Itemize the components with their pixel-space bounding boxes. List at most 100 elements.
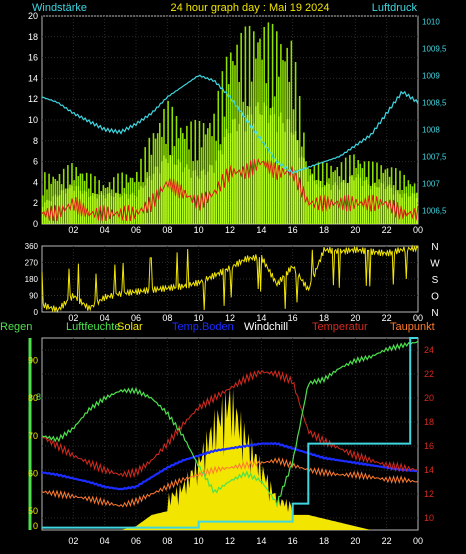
wind-xtick-20: 20	[350, 225, 360, 235]
wind-bar	[117, 193, 119, 224]
wind-bar	[296, 140, 299, 224]
wind-bar	[372, 183, 374, 224]
humidity-ytick-50: 50	[28, 506, 38, 516]
wind-bar	[179, 162, 182, 224]
wind-bar	[108, 193, 111, 224]
direction-ytick-360: 360	[25, 242, 39, 251]
wind-bar	[56, 196, 59, 224]
wind-bar	[236, 131, 238, 224]
wind-bar	[60, 190, 63, 224]
temperature-ytick-10: 10	[424, 513, 434, 523]
wind-bar	[169, 155, 171, 224]
solar-area	[42, 388, 418, 530]
temperature-ytick-16: 16	[424, 441, 434, 451]
wind-bar	[129, 194, 132, 224]
wind-bar	[284, 131, 286, 224]
wind-bar	[253, 123, 255, 224]
wind-bar	[52, 196, 54, 224]
wind-xtick-18: 18	[319, 225, 329, 235]
wind-bar	[207, 171, 209, 224]
gust-bar	[144, 147, 146, 224]
wind-bar	[138, 189, 140, 224]
wind-bar	[403, 193, 405, 224]
climate-xtick-08: 08	[162, 536, 172, 546]
gust-bar	[48, 173, 50, 224]
gust-bar	[290, 40, 293, 225]
wind-bar	[77, 186, 80, 224]
wind-ytick-20: 20	[28, 11, 38, 21]
soil-temperature-line	[41, 441, 419, 491]
gust-bar	[244, 26, 247, 224]
climate-xtick-02: 02	[68, 536, 78, 546]
legend-tempboden: Temp.Boden	[172, 321, 234, 333]
pressure-line	[41, 74, 419, 175]
gust-bar	[198, 121, 201, 224]
wind-xtick-16: 16	[288, 225, 298, 235]
wind-bar	[146, 178, 148, 224]
direction-ytick-180: 180	[25, 275, 39, 284]
legend-luftfeuchte: Luftfeuchte	[66, 321, 120, 333]
wind-bar	[280, 112, 282, 224]
wind-bar	[225, 128, 228, 224]
pressure-ytick-1008,5: 1008,5	[422, 98, 447, 107]
dewpoint-line	[41, 456, 419, 508]
wind-bar	[376, 187, 378, 224]
legend-windchill: Windchill	[244, 321, 288, 333]
wind-bar	[204, 174, 207, 224]
direction-ytick-90: 90	[29, 292, 38, 301]
climate-xtick-10: 10	[194, 536, 204, 546]
pressure-ytick-1009,5: 1009,5	[422, 44, 447, 53]
wind-bar	[259, 114, 261, 224]
pressure-ytick-1006,5: 1006,5	[422, 206, 447, 215]
wind-bar	[309, 175, 311, 224]
direction-xtick-20: 20	[350, 313, 360, 323]
humidity-ytick-80: 80	[28, 393, 38, 403]
wind-bar	[50, 201, 52, 224]
gust-bar	[190, 121, 192, 224]
wind-xtick-12: 12	[225, 225, 235, 235]
humidity-line	[41, 340, 419, 508]
wind-bar	[71, 185, 73, 224]
wind-direction-line	[41, 244, 419, 314]
wind-bar	[298, 157, 301, 224]
climate-xtick-12: 12	[225, 536, 235, 546]
temperature-ytick-22: 22	[424, 369, 434, 379]
wind-bar	[221, 154, 224, 224]
wind-bar	[198, 178, 201, 224]
temperature-ytick-24: 24	[424, 345, 434, 355]
wind-bar	[357, 174, 359, 224]
direction-ytick-0: 0	[34, 308, 39, 317]
wind-xtick-08: 08	[162, 225, 172, 235]
direction-xtick-06: 06	[131, 313, 141, 323]
wind-ytick-14: 14	[28, 73, 38, 83]
mean-wind-line	[41, 158, 419, 221]
gust-bar	[167, 100, 169, 224]
gust-bar	[221, 71, 224, 224]
direction-xtick-04: 04	[100, 313, 110, 323]
pressure-ytick-1009: 1009	[422, 71, 440, 80]
climate-xtick-22: 22	[382, 536, 392, 546]
direction-label-N-4: N	[431, 308, 438, 319]
wind-bar	[69, 184, 71, 224]
wind-bar	[142, 187, 144, 224]
wind-xtick-22: 22	[382, 225, 392, 235]
wind-xtick-06: 06	[131, 225, 141, 235]
wind-ytick-0: 0	[33, 219, 38, 229]
gust-bar	[213, 113, 215, 224]
legend-regen: Regen	[0, 321, 32, 333]
wind-bar	[407, 196, 410, 224]
wind-bar	[94, 194, 96, 224]
wind-bar	[392, 194, 395, 224]
wind-bar	[271, 106, 274, 224]
wind-xtick-14: 14	[256, 225, 266, 235]
climate-xtick-06: 06	[131, 536, 141, 546]
wind-bar	[409, 196, 412, 224]
wind-bar	[399, 194, 401, 224]
header-right-label: Luftdruck	[372, 2, 418, 14]
direction-xtick-22: 22	[382, 313, 392, 323]
humidity-ytick-60: 60	[28, 469, 38, 479]
wind-bar	[359, 177, 362, 224]
climate-xtick-00: 00	[413, 536, 423, 546]
direction-label-S-2: S	[432, 275, 439, 286]
chart-plot-elements: 2018161412108642010101009,510091008,5100…	[0, 11, 447, 546]
